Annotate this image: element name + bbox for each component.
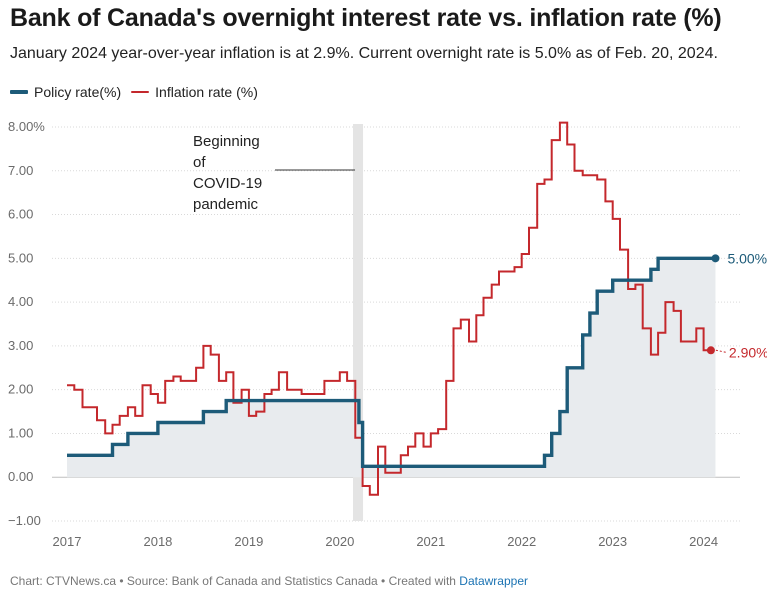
y-tick-label: 8.00% [8,119,45,134]
annotation-line: Beginning [193,133,260,150]
legend-swatch-policy [10,90,28,94]
x-tick-label: 2021 [416,534,445,549]
chart-legend: Policy rate(%) Inflation rate (%) [10,84,268,100]
chart-subtitle: January 2024 year-over-year inflation is… [10,45,718,62]
annotation-line: of [193,154,206,171]
legend-item-inflation: Inflation rate (%) [131,84,258,100]
datawrapper-link[interactable]: Datawrapper [459,574,528,588]
inflation-end-label: 2.90% [729,344,767,360]
x-tick-label: 2017 [53,534,82,549]
y-tick-label: 5.00 [8,250,33,265]
inflation-line [67,121,711,496]
annotation-line: pandemic [193,196,259,213]
covid-band [353,124,364,521]
policy-area [67,258,716,478]
x-tick-label: 2018 [143,534,172,549]
covid-annotation: Beginning of COVID-19 pandemic [193,133,356,213]
chart-footer: Chart: CTVNews.ca • Source: Bank of Cana… [10,574,528,588]
inflation-end-leader [715,349,726,353]
y-tick-label: 0.00 [8,469,33,484]
legend-label-inflation: Inflation rate (%) [155,84,258,100]
y-tick-label: 4.00 [8,294,33,309]
y-tick-label: 1.00 [8,425,33,440]
legend-label-policy: Policy rate(%) [34,84,122,100]
legend-swatch-inflation [131,91,150,93]
y-tick-label: −1.00 [8,513,41,528]
covid-band-rect [353,124,364,521]
inflation-end-point [706,346,715,355]
policy-end-label: 5.00% [727,250,767,266]
y-tick-label: 2.00 [8,382,33,397]
x-tick-label: 2024 [689,534,718,549]
x-tick-label: 2019 [234,534,263,549]
x-tick-label: 2023 [598,534,627,549]
policy-line [67,256,716,468]
y-tick-label: 6.00 [8,207,33,222]
x-tick-label: 2020 [325,534,354,549]
policy-end-point [711,254,720,263]
footer-credits: Chart: CTVNews.ca • Source: Bank of Cana… [10,574,460,588]
x-tick-label: 2022 [507,534,536,549]
y-tick-label: 7.00 [8,163,33,178]
end-labels: 5.00% 2.90% [706,250,767,360]
chart-title: Bank of Canada's overnight interest rate… [10,4,722,32]
policy-area-fill [67,258,716,478]
y-tick-label: 3.00 [8,338,33,353]
annotation-line: COVID-19 [193,175,262,192]
series-lines [67,121,716,496]
legend-item-policy: Policy rate(%) [10,84,121,100]
axis-labels: −1.00 0.00 1.00 2.00 3.00 4.00 5.00 6.00 7.00 8.0… [8,119,718,549]
